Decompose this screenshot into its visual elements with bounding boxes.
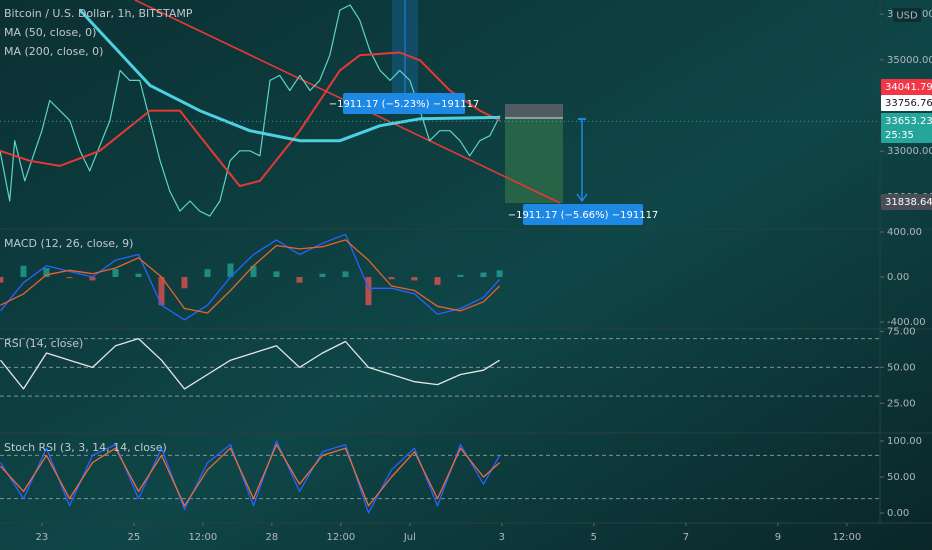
histogram-bar xyxy=(204,269,211,278)
histogram-bar xyxy=(112,269,119,278)
histogram-bar xyxy=(365,277,372,306)
y-tick-label: 100.00 xyxy=(887,436,922,447)
indicator-line xyxy=(0,443,501,507)
price-badge-label: 33653.23 xyxy=(885,116,932,127)
pane xyxy=(0,440,880,514)
x-tick-label: Jul xyxy=(403,532,416,543)
legend-entry: MA (200, close, 0) xyxy=(4,45,103,58)
position-stop xyxy=(505,104,563,118)
legend-entry: MA (50, close, 0) xyxy=(4,26,96,39)
price-badge-label: 31838.64 xyxy=(885,197,932,208)
histogram-bar xyxy=(388,277,395,280)
price-badge xyxy=(881,79,932,95)
histogram-bar xyxy=(319,273,326,278)
histogram-bar xyxy=(296,277,303,283)
drawing-tools xyxy=(134,0,588,204)
indicator-line xyxy=(0,239,501,314)
indicator-line xyxy=(0,337,500,390)
measure-label: −1911.17 (−5.66%) −191117 xyxy=(508,210,659,221)
price-badge xyxy=(881,95,932,111)
measure-label-box xyxy=(523,204,643,225)
series-line xyxy=(78,9,501,143)
y-tick-label: 50.00 xyxy=(887,472,916,483)
legend-entry: Bitcoin / U.S. Dollar, 1h, BITSTAMP xyxy=(4,7,193,20)
histogram-bar xyxy=(135,273,142,278)
price-countdown: 25:35 xyxy=(885,130,914,141)
histogram-bar xyxy=(496,270,503,278)
price-badge-label: 34041.79 xyxy=(885,82,932,93)
price-badge-label: 33756.76 xyxy=(885,98,932,109)
histogram-bar xyxy=(0,277,4,283)
y-tick-label: 35000.00 xyxy=(887,55,932,66)
y-tick-label: 25.00 xyxy=(887,398,916,409)
series-line xyxy=(0,51,501,187)
y-tick-label: -400.00 xyxy=(887,317,926,328)
currency: USD xyxy=(896,11,918,22)
measure-arrow-head xyxy=(576,193,588,203)
histogram-bar xyxy=(89,277,96,281)
x-tick-label: 12:00 xyxy=(188,532,217,543)
histogram-bar xyxy=(227,263,234,278)
price-badge xyxy=(881,194,932,210)
y-tick-label: 0.00 xyxy=(887,272,909,283)
position-target xyxy=(505,118,563,203)
histogram-bar xyxy=(181,277,188,289)
price-badge xyxy=(881,113,932,143)
x-tick-label: 9 xyxy=(775,532,781,543)
histogram-bar xyxy=(411,277,418,281)
y-tick-label: 75.00 xyxy=(887,326,916,337)
x-tick-label: 12:00 xyxy=(326,532,355,543)
x-tick-label: 12:00 xyxy=(832,532,861,543)
histogram-bar xyxy=(273,271,280,278)
y-tick-label: 33000.00 xyxy=(887,146,932,157)
histogram-bar xyxy=(66,277,73,279)
histogram-bar xyxy=(480,272,487,278)
indicator-line xyxy=(0,233,501,321)
x-tick-label: 23 xyxy=(35,532,48,543)
pane-title: Stoch RSI (3, 3, 14, 14, close) xyxy=(4,441,167,454)
pane-title: MACD (12, 26, close, 9) xyxy=(4,237,133,250)
x-tick-label: 5 xyxy=(591,532,597,543)
histogram-bar xyxy=(20,265,27,278)
y-tick-label: 0.00 xyxy=(887,508,909,519)
histogram-bar xyxy=(434,277,441,285)
pane xyxy=(0,233,503,321)
x-tick-label: 28 xyxy=(265,532,278,543)
histogram-bar xyxy=(342,271,349,278)
x-tick-label: 25 xyxy=(127,532,140,543)
histogram-bar xyxy=(158,277,165,306)
histogram-bar xyxy=(457,274,464,278)
measure-label: −1911.17 (−5.23%) −191117 xyxy=(329,99,480,110)
y-tick-label: 50.00 xyxy=(887,362,916,373)
y-tick-label: 400.00 xyxy=(887,227,922,238)
x-tick-label: 3 xyxy=(499,532,505,543)
measure-cap xyxy=(578,118,586,120)
pane-title: RSI (14, close) xyxy=(4,337,83,350)
x-tick-label: 7 xyxy=(683,532,689,543)
histogram-bar xyxy=(43,268,50,278)
histogram-bar xyxy=(250,265,257,278)
currency-box xyxy=(893,8,921,22)
measure-label-box xyxy=(343,93,465,114)
pane-separators xyxy=(0,0,932,524)
pane xyxy=(0,337,880,397)
